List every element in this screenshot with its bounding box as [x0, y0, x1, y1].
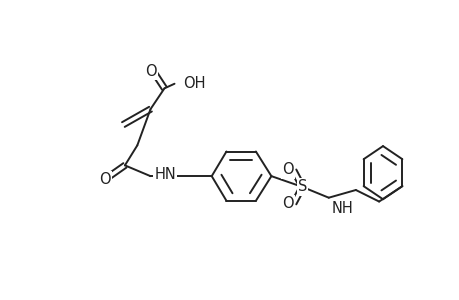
Text: NH: NH	[331, 201, 353, 216]
Text: O: O	[281, 163, 293, 178]
Text: OH: OH	[183, 76, 205, 91]
Text: O: O	[281, 196, 293, 211]
Text: O: O	[145, 64, 157, 79]
Text: O: O	[99, 172, 110, 187]
Text: S: S	[297, 179, 307, 194]
Text: HN: HN	[154, 167, 176, 182]
